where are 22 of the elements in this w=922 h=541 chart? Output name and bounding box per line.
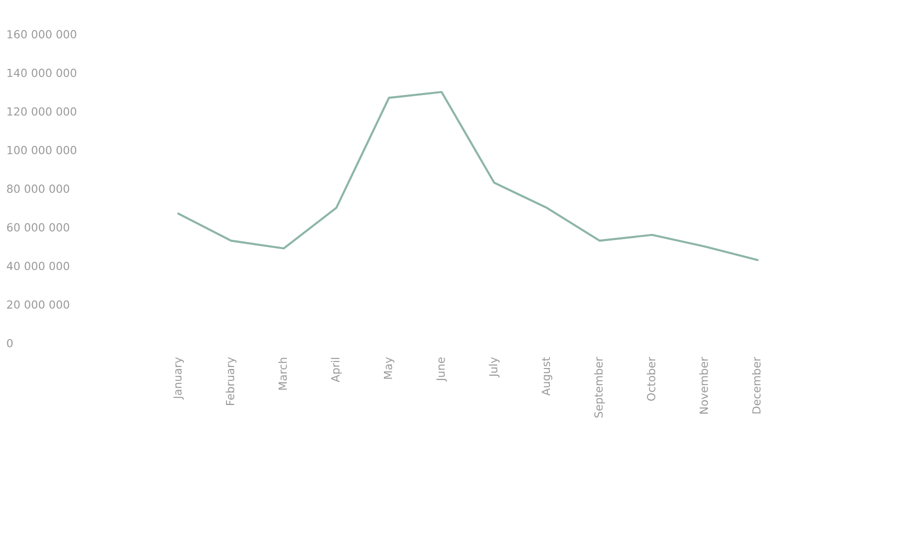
x-tick-label: May bbox=[384, 357, 394, 379]
x-tick-label: August bbox=[542, 357, 552, 396]
y-tick-label: 120 000 000 bbox=[8, 107, 76, 116]
x-tick-label: June bbox=[436, 357, 447, 382]
y-tick-label: 140 000 000 bbox=[8, 68, 76, 78]
x-tick-label: December bbox=[752, 356, 761, 414]
x-tick-label: November bbox=[699, 356, 708, 414]
y-tick-label: 40 000 000 bbox=[6, 262, 70, 270]
x-tick-label: April bbox=[330, 358, 342, 382]
y-tick-label: 160 000 000 bbox=[8, 30, 76, 38]
y-tick-label: 80 000 000 bbox=[7, 184, 70, 193]
x-tick-label: February bbox=[226, 357, 236, 406]
y-tick-label: 20 000 000 bbox=[7, 300, 70, 309]
x-tick-label: March bbox=[278, 358, 287, 390]
x-tick-label: October bbox=[646, 356, 656, 401]
y-tick-label: 60 000 000 bbox=[7, 223, 70, 232]
x-tick-label: July bbox=[488, 357, 500, 378]
y-tick-label: 100 000 000 bbox=[8, 146, 76, 154]
x-tick-label: January bbox=[173, 357, 184, 400]
x-tick-label: September bbox=[594, 356, 605, 418]
line-series bbox=[177, 90, 758, 262]
y-tick-label: 0 bbox=[7, 338, 13, 348]
